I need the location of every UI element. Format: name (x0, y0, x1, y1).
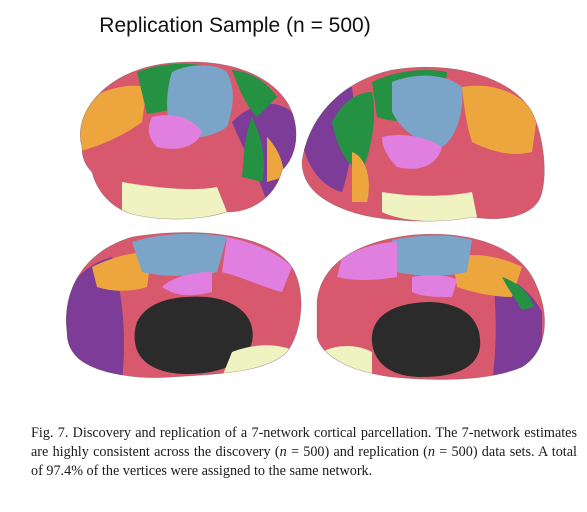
right-lateral-hemisphere (302, 67, 545, 222)
left-lateral-hemisphere (80, 61, 297, 220)
caption-label: Fig. 7. (31, 425, 69, 441)
brain-surface-figure (65, 61, 545, 380)
right-medial-hemisphere (317, 234, 545, 380)
caption-n1: n (279, 444, 287, 460)
caption-eq2: = 500) data sets. A total of 97.4% of th… (31, 444, 577, 479)
left-medial-hemisphere (66, 232, 302, 378)
figure-title: Replication Sample (n = 500) (99, 14, 371, 37)
figure-caption: Fig. 7. Discovery and replication of a 7… (31, 424, 577, 481)
caption-eq1: = 500) and replication ( (286, 444, 428, 460)
caption-text-1: Discovery and replication of a 7-network… (31, 425, 577, 460)
caption-n2: n (427, 444, 435, 460)
